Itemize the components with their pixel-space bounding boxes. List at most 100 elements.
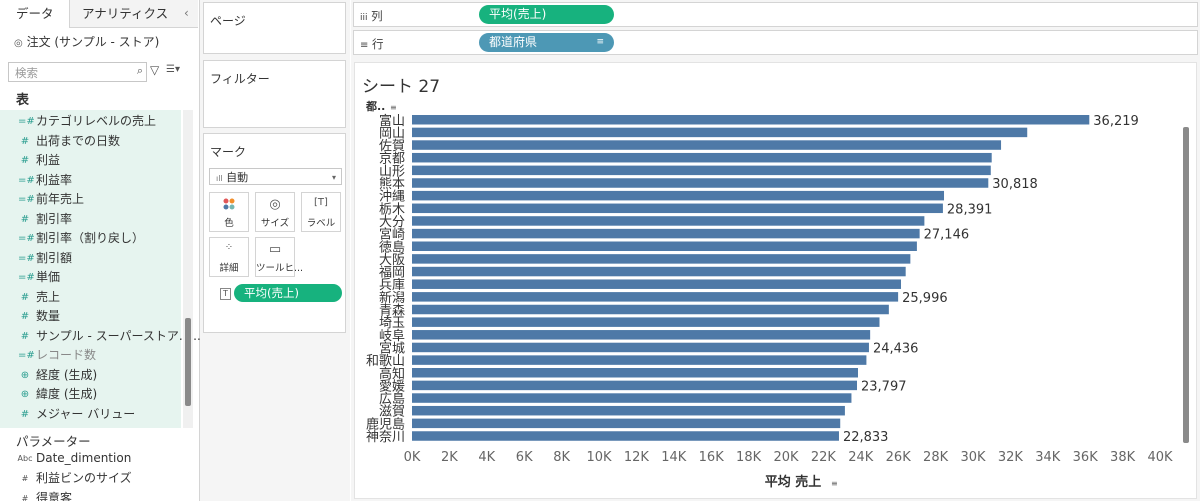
sort-icon[interactable]: ≡	[831, 479, 838, 488]
columns-shelf[interactable]: iii 列 平均(売上)	[353, 2, 1198, 27]
collapse-pane-icon[interactable]: ‹	[184, 6, 189, 20]
bar[interactable]	[412, 368, 858, 378]
x-axis-title[interactable]: 平均 売上	[765, 474, 822, 490]
x-tick-label: 38K	[1110, 450, 1136, 465]
tooltip-icon: ▭	[268, 242, 282, 257]
field-label: 利益	[36, 153, 61, 167]
data-pane: データ アナリティクス ‹ ◎ 注文 (サンプル - ストア) 検索 ⌕ ▽ ☰…	[0, 0, 205, 501]
search-icon[interactable]: ⌕	[136, 64, 143, 77]
label-icon: [T]	[314, 197, 328, 208]
measure-icon: =#	[18, 272, 35, 283]
row-label: 宮城	[379, 340, 405, 356]
string-type-icon: Abc	[17, 454, 33, 463]
columns-pill-avg-sales[interactable]: 平均(売上)	[479, 5, 614, 24]
pages-card[interactable]: ページ	[203, 2, 346, 54]
bar[interactable]	[412, 254, 911, 264]
tab-analytics[interactable]: アナリティクス	[70, 0, 198, 28]
measure-icon: =#	[18, 233, 35, 244]
search-input[interactable]: 検索 ⌕	[8, 62, 147, 82]
bar[interactable]	[412, 228, 920, 239]
parameter-label: Date_dimention	[36, 451, 132, 465]
bar[interactable]	[412, 418, 841, 429]
row-label: 栃木	[379, 202, 405, 217]
label-icon: T	[220, 288, 231, 300]
bar[interactable]	[412, 279, 902, 289]
bar[interactable]	[412, 165, 991, 176]
shelves: iii 列 平均(売上) ≡ 行 都道府県 ≡	[351, 0, 1200, 58]
bar[interactable]	[412, 140, 1002, 150]
bar[interactable]	[412, 431, 839, 441]
detail-label: 詳細	[219, 263, 239, 274]
measure-icon: =#	[18, 174, 35, 186]
scrollbar-track[interactable]	[183, 110, 193, 428]
rows-shelf[interactable]: ≡ 行 都道府県 ≡	[353, 30, 1198, 55]
color-button[interactable]: 色	[209, 192, 249, 232]
x-tick-label: 34K	[1035, 450, 1061, 465]
x-tick-label: 22K	[811, 450, 837, 465]
measure-icon: =#	[18, 252, 35, 264]
mark-type-dropdown[interactable]: ıll 自動 ▾	[209, 168, 342, 185]
columns-icon: iii	[360, 13, 368, 23]
field-label: 単価	[36, 270, 61, 284]
tab-data[interactable]: データ	[0, 0, 70, 28]
filters-card[interactable]: フィルター	[203, 60, 346, 128]
tooltip-button[interactable]: ▭ ツールヒ...	[255, 237, 303, 277]
bar[interactable]	[412, 292, 899, 302]
bar[interactable]	[412, 405, 845, 416]
bar[interactable]	[412, 380, 858, 391]
sort-icon[interactable]: ≡	[390, 103, 397, 112]
tables-header: 表	[16, 93, 30, 108]
row-label: 鹿児島	[366, 416, 405, 432]
bar[interactable]	[412, 355, 867, 365]
bar[interactable]	[412, 127, 1028, 138]
x-tick-label: 8K	[553, 450, 570, 465]
bar[interactable]	[412, 152, 992, 163]
row-label: 青森	[379, 304, 405, 319]
color-label: 色	[224, 218, 234, 229]
x-tick-label: 10K	[586, 450, 612, 465]
x-tick-label: 18K	[736, 450, 762, 465]
filter-icon[interactable]: ▽	[150, 63, 160, 77]
row-label: 宮崎	[379, 227, 405, 243]
globe-icon: ⊕	[20, 369, 30, 381]
row-header[interactable]: 都..	[365, 99, 385, 113]
rows-pill-prefecture[interactable]: 都道府県 ≡	[479, 33, 614, 52]
bar[interactable]	[412, 317, 880, 327]
sort-icon[interactable]: ≡	[596, 37, 604, 47]
bar[interactable]	[412, 115, 1090, 125]
size-button[interactable]: ◎ サイズ	[255, 192, 295, 232]
label-button[interactable]: [T] ラベル	[301, 192, 341, 232]
x-tick-label: 40K	[1147, 450, 1173, 465]
bar[interactable]	[412, 266, 906, 277]
bar[interactable]	[412, 393, 852, 403]
size-icon: ◎	[269, 197, 281, 212]
chevron-down-icon: ▾	[331, 173, 336, 182]
field-label: サンプル - スーパーストア.xl...	[36, 328, 205, 343]
x-tick-label: 36K	[1073, 450, 1099, 465]
x-tick-label: 12K	[624, 450, 650, 465]
view-options-icon[interactable]: ☰▾	[166, 64, 180, 75]
field-label: 出荷までの日数	[36, 133, 121, 148]
bar[interactable]	[412, 304, 889, 315]
datasource-item[interactable]: ◎ 注文 (サンプル - ストア)	[14, 33, 159, 50]
bar[interactable]	[412, 342, 869, 353]
detail-icon: ⁘	[224, 242, 234, 253]
rows-icon: ≡	[360, 40, 369, 51]
mark-pill-avg-sales[interactable]: 平均(売上)	[234, 284, 342, 302]
data-label: 27,146	[924, 228, 970, 243]
field-label: 割引率	[36, 211, 73, 226]
bar[interactable]	[412, 216, 925, 226]
bar[interactable]	[412, 190, 945, 201]
bar[interactable]	[412, 178, 989, 188]
row-label: 富山	[379, 113, 405, 129]
bar[interactable]	[412, 203, 943, 214]
detail-button[interactable]: ⁘ 詳細	[209, 237, 249, 277]
bar[interactable]	[412, 330, 871, 340]
datasource-label: 注文 (サンプル - ストア)	[26, 35, 160, 49]
scrollbar-thumb[interactable]	[185, 318, 191, 406]
row-label: 佐賀	[379, 139, 405, 154]
bar[interactable]	[412, 241, 917, 252]
row-label: 岡山	[379, 126, 405, 141]
view-scrollbar[interactable]	[1183, 127, 1189, 443]
